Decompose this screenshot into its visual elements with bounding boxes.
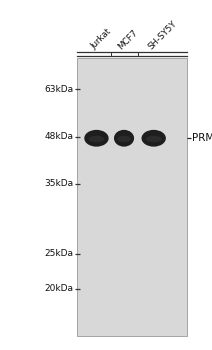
Text: 20kDa: 20kDa — [44, 284, 73, 293]
Bar — [77, 58, 187, 336]
Ellipse shape — [117, 136, 131, 142]
Text: Jurkat: Jurkat — [89, 27, 113, 51]
Ellipse shape — [146, 136, 162, 142]
Text: SH-SY5Y: SH-SY5Y — [146, 19, 179, 51]
Ellipse shape — [89, 136, 104, 142]
Text: MCF7: MCF7 — [117, 28, 140, 51]
Text: 48kDa: 48kDa — [44, 132, 73, 141]
Ellipse shape — [142, 130, 166, 147]
Text: PRMT8: PRMT8 — [192, 133, 212, 143]
Text: 25kDa: 25kDa — [44, 249, 73, 258]
Ellipse shape — [114, 130, 134, 147]
Text: 35kDa: 35kDa — [44, 179, 73, 188]
Ellipse shape — [84, 130, 109, 147]
Text: 63kDa: 63kDa — [44, 85, 73, 94]
